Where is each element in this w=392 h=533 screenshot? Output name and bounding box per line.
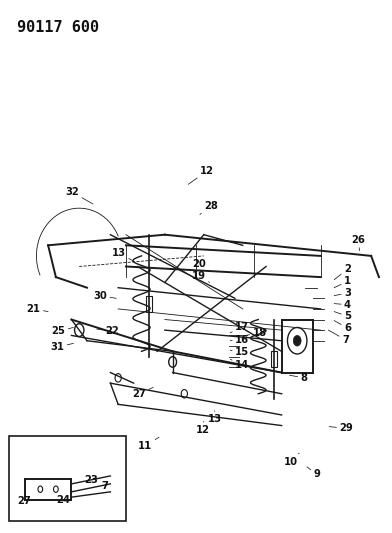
Text: 1: 1 [334, 276, 351, 288]
Text: 7: 7 [328, 330, 349, 345]
Text: 90117 600: 90117 600 [17, 20, 99, 35]
Text: 2: 2 [334, 264, 351, 280]
Bar [146, 296, 152, 312]
Text: 12: 12 [196, 421, 210, 435]
Text: 27: 27 [17, 496, 31, 506]
Text: 9: 9 [307, 467, 320, 479]
Text: 22: 22 [97, 326, 120, 336]
Text: 19: 19 [192, 271, 210, 282]
Text: 32: 32 [65, 187, 93, 204]
Text: 14: 14 [230, 359, 249, 369]
Text: 16: 16 [230, 335, 249, 345]
Text: 4: 4 [334, 300, 351, 310]
Text: 29: 29 [329, 423, 353, 433]
Text: 27: 27 [132, 387, 153, 399]
Text: 17: 17 [230, 322, 249, 333]
Text: 7: 7 [101, 481, 108, 491]
Text: 26: 26 [352, 235, 366, 251]
Bar [9, 436, 126, 521]
Text: 21: 21 [27, 304, 48, 314]
Text: 8: 8 [289, 373, 307, 383]
Text: 20: 20 [192, 259, 210, 272]
Text: 18: 18 [246, 328, 267, 338]
Circle shape [293, 335, 301, 346]
Text: 15: 15 [230, 348, 249, 358]
Text: 28: 28 [200, 200, 218, 215]
Bar [271, 351, 277, 367]
Text: 3: 3 [334, 288, 351, 298]
Text: 12: 12 [188, 166, 214, 184]
Text: 10: 10 [284, 453, 299, 466]
Text: 31: 31 [51, 342, 73, 352]
Text: 13: 13 [208, 411, 222, 424]
Text: 30: 30 [94, 290, 116, 301]
Text: 23: 23 [84, 475, 98, 484]
Text: 6: 6 [334, 320, 351, 333]
Text: 11: 11 [138, 437, 159, 451]
Text: 5: 5 [334, 311, 351, 321]
Text: 24: 24 [57, 495, 71, 505]
Text: 25: 25 [52, 326, 73, 336]
Text: 13: 13 [112, 248, 134, 261]
